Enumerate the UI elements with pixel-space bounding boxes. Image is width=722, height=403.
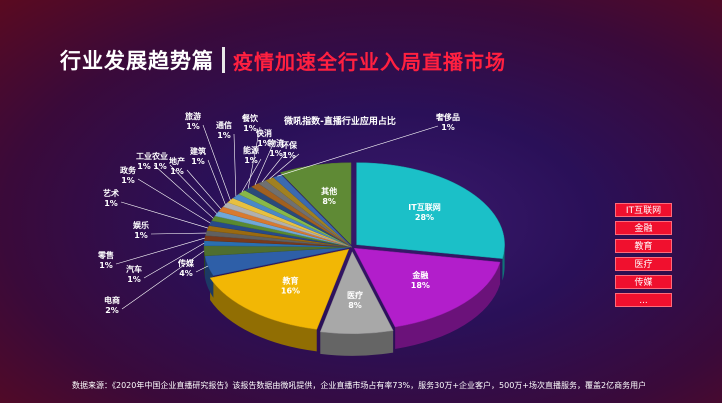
page-title: 行业发展趋势篇 — [60, 49, 214, 73]
title-row: 行业发展趋势篇 疫情加速全行业入局直播市场 — [60, 40, 506, 80]
slice-value: 1% — [153, 162, 167, 171]
slice-label: IT互联网 — [408, 202, 440, 212]
pie-slice-side — [320, 330, 394, 356]
slice-value: 8% — [348, 301, 362, 310]
slice-label: 建筑 — [189, 146, 206, 156]
pie-slice[interactable] — [353, 247, 501, 328]
slice-value: 1% — [137, 162, 151, 171]
slice-label: 传媒 — [177, 258, 195, 268]
leader-line — [150, 232, 207, 235]
slice-label: 电商 — [104, 295, 120, 305]
slice-label: 物流 — [268, 138, 284, 148]
slice-label: 其他 — [321, 186, 337, 196]
leader-line — [277, 125, 439, 177]
slice-label: 工业 — [136, 151, 152, 161]
slice-value: 1% — [99, 261, 113, 270]
legend-item-medical[interactable]: 医疗 — [615, 257, 672, 271]
leader-line — [115, 237, 205, 265]
slice-label: 快消 — [256, 128, 272, 138]
slice-value: 1% — [127, 275, 141, 284]
leader-line — [241, 158, 262, 193]
leader-line — [207, 159, 226, 205]
legend-item-it[interactable]: IT互联网 — [615, 203, 672, 217]
slice-value: 1% — [257, 139, 271, 148]
slice-value: 1% — [217, 131, 231, 140]
slice-value: 1% — [191, 157, 205, 166]
pie-slice-side — [210, 277, 317, 352]
slice-value: 28% — [415, 213, 434, 222]
chart-title: 微吼指数-直播行业应用占比 — [283, 115, 396, 127]
slice-value: 1% — [441, 123, 455, 132]
leader-line — [137, 178, 211, 224]
slice-label: 奢侈品 — [435, 112, 460, 122]
slice-value: 16% — [281, 286, 300, 295]
slice-label: 政务 — [120, 165, 137, 175]
leader-line — [195, 265, 209, 273]
slice-value: 1% — [244, 156, 258, 165]
pie-slice-side — [502, 244, 505, 281]
slice-label: 零售 — [97, 250, 114, 260]
title-divider — [222, 47, 225, 73]
slice-label: 环保 — [281, 140, 298, 150]
slice-label: 娱乐 — [133, 220, 149, 230]
slice-label: 教育 — [281, 275, 298, 285]
slice-value: 1% — [282, 151, 296, 160]
leader-line — [269, 153, 300, 180]
legend-item-media[interactable]: 传媒 — [615, 275, 672, 289]
slice-label: 金融 — [411, 270, 428, 280]
pie-slice-side — [395, 262, 501, 350]
leader-line — [202, 124, 231, 201]
pie-slice[interactable] — [356, 162, 505, 259]
slice-label: 餐饮 — [241, 113, 259, 123]
leader-line — [169, 164, 218, 214]
slice-label: 汽车 — [126, 264, 142, 274]
page-subtitle: 疫情加速全行业入局直播市场 — [233, 49, 506, 74]
legend: IT互联网 金融 教育 医疗 传媒 ... — [615, 203, 672, 307]
slice-value: 4% — [179, 269, 193, 278]
slice-label: 地产 — [169, 156, 185, 166]
legend-item-education[interactable]: 教育 — [615, 239, 672, 253]
slice-label: 通信 — [216, 120, 232, 130]
slice-label: 医疗 — [347, 290, 363, 300]
leader-line — [143, 242, 205, 279]
leader-line — [261, 151, 287, 183]
legend-item-more[interactable]: ... — [615, 293, 672, 307]
legend-item-finance[interactable]: 金融 — [615, 221, 672, 235]
pie-slice[interactable] — [209, 248, 350, 330]
leader-line — [254, 141, 275, 186]
slice-label: 艺术 — [103, 188, 119, 198]
leader-line — [233, 133, 237, 197]
slice-value: 1% — [134, 231, 148, 240]
leader-line — [121, 250, 205, 310]
source-note: 数据来源：《2020年中国企业直播研究报告》该报告数据由微吼提供，企业直播市场占… — [72, 381, 647, 390]
slice-label: 农业 — [151, 151, 168, 161]
pie-slice[interactable] — [279, 162, 352, 246]
slice-value: 18% — [411, 281, 430, 290]
slice-value: 8% — [322, 197, 336, 206]
leader-line — [120, 201, 209, 229]
slice-value: 2% — [105, 306, 119, 315]
slice-value: 1% — [121, 176, 135, 185]
leader-line — [153, 164, 214, 219]
slice-value: 1% — [170, 167, 184, 176]
leader-line — [186, 169, 222, 210]
leader-line — [247, 126, 261, 189]
slice-value: 1% — [243, 124, 257, 133]
slice-value: 1% — [104, 199, 118, 208]
slice-label: 旅游 — [185, 111, 201, 121]
slice-value: 1% — [269, 149, 283, 158]
slice-label: 能源 — [243, 145, 259, 155]
pie-slice[interactable] — [319, 251, 394, 335]
slice-value: 1% — [186, 122, 200, 131]
